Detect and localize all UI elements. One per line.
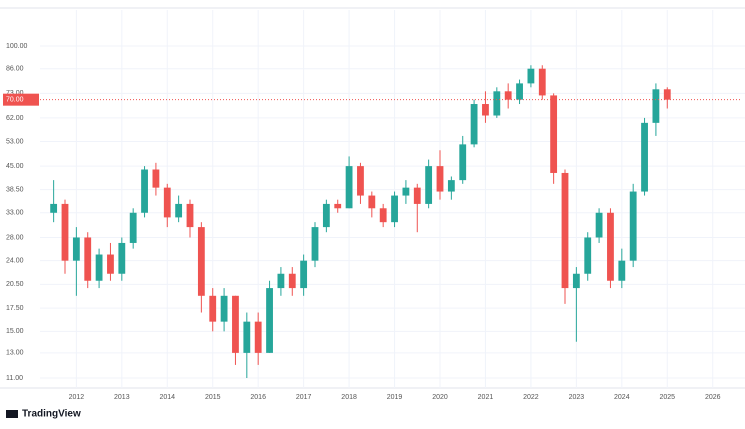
y-tick-label: 45.00	[6, 163, 24, 170]
candle-body	[527, 68, 535, 84]
x-tick-label: 2023	[569, 394, 585, 401]
candle-body	[152, 169, 160, 188]
candle-body	[141, 169, 148, 213]
candle-body	[391, 195, 398, 223]
candle-body	[266, 288, 273, 353]
candle-body	[232, 295, 239, 353]
candle-body	[84, 237, 92, 281]
candle-body	[436, 166, 444, 192]
candle-body	[118, 242, 126, 274]
candle-body	[107, 254, 114, 274]
candle-body	[197, 227, 205, 296]
candle-body	[277, 273, 285, 289]
x-tick-label: 2024	[614, 394, 630, 401]
y-tick-label: 28.00	[6, 234, 24, 241]
y-tick-label: 86.00	[6, 66, 24, 73]
candle-body	[538, 68, 546, 96]
candle-body	[504, 91, 512, 100]
x-tick-label: 2017	[296, 394, 312, 401]
candle-body	[607, 212, 614, 281]
y-tick-label: 62.00	[6, 115, 24, 122]
candle-body	[584, 237, 592, 274]
x-tick-label: 2015	[205, 394, 221, 401]
candle-body	[652, 89, 660, 123]
candle-body	[95, 254, 103, 281]
candle-body	[175, 203, 183, 218]
candle-body	[561, 172, 569, 289]
candle-body	[402, 187, 410, 196]
y-tick-label: 38.50	[6, 186, 24, 193]
y-tick-label: 24.00	[6, 258, 24, 265]
candle-body	[470, 104, 478, 145]
y-tick-label: 53.00	[6, 138, 24, 145]
brand-logo: TradingView	[6, 409, 81, 420]
candle-body	[300, 260, 308, 289]
x-tick-label: 2019	[387, 394, 403, 401]
candle-body	[629, 191, 637, 261]
candle-body	[663, 89, 671, 100]
candle-body	[595, 212, 603, 238]
x-tick-label: 2021	[478, 394, 494, 401]
x-tick-label: 2013	[114, 394, 130, 401]
brand-name: TradingView	[22, 409, 81, 420]
candle-body	[482, 104, 489, 116]
y-tick-label: 13.00	[6, 350, 24, 357]
y-tick-label: 100.00	[6, 43, 28, 50]
candle-body	[550, 95, 558, 173]
candle-body	[618, 260, 626, 281]
x-tick-label: 2016	[250, 394, 266, 401]
x-tick-label: 2018	[341, 394, 357, 401]
candle-body	[459, 144, 467, 181]
last-price-label: 70.00	[6, 97, 24, 104]
candle-body	[243, 321, 251, 353]
x-tick-label: 2026	[705, 394, 721, 401]
candle-body	[50, 203, 58, 213]
y-tick-label: 15.00	[6, 328, 24, 335]
x-tick-label: 2014	[159, 394, 175, 401]
x-tick-label: 2022	[523, 394, 539, 401]
candle-body	[220, 295, 228, 322]
candle-body	[379, 208, 387, 223]
x-tick-label: 2020	[432, 394, 448, 401]
candle-body	[516, 83, 523, 100]
candle-body	[163, 187, 171, 218]
y-tick-label: 11.00	[6, 375, 23, 382]
candle-body	[129, 212, 137, 243]
y-tick-label: 20.50	[6, 281, 24, 288]
y-tick-label: 33.00	[6, 210, 24, 217]
candle-body	[61, 203, 69, 261]
candle-body	[345, 166, 353, 209]
x-tick-label: 2025	[659, 394, 675, 401]
candle-body	[254, 321, 262, 353]
candle-body	[493, 91, 501, 116]
candle-body	[641, 122, 648, 192]
candle-body	[72, 237, 80, 261]
last-price-box	[3, 93, 39, 106]
x-tick-label: 2012	[69, 394, 85, 401]
candle-body	[311, 227, 319, 261]
candle-body	[425, 166, 433, 204]
candle-body	[186, 203, 194, 228]
candle-body	[572, 273, 580, 289]
candle-body	[209, 295, 217, 322]
candle-body	[288, 273, 296, 289]
candle-body	[447, 180, 455, 192]
candle-body	[368, 195, 376, 209]
y-tick-label: 17.50	[6, 305, 24, 312]
brand-icon	[6, 410, 18, 418]
candle-body	[334, 203, 342, 209]
candle-body	[413, 187, 421, 204]
candle-body	[357, 166, 364, 196]
candle-body	[322, 203, 330, 228]
